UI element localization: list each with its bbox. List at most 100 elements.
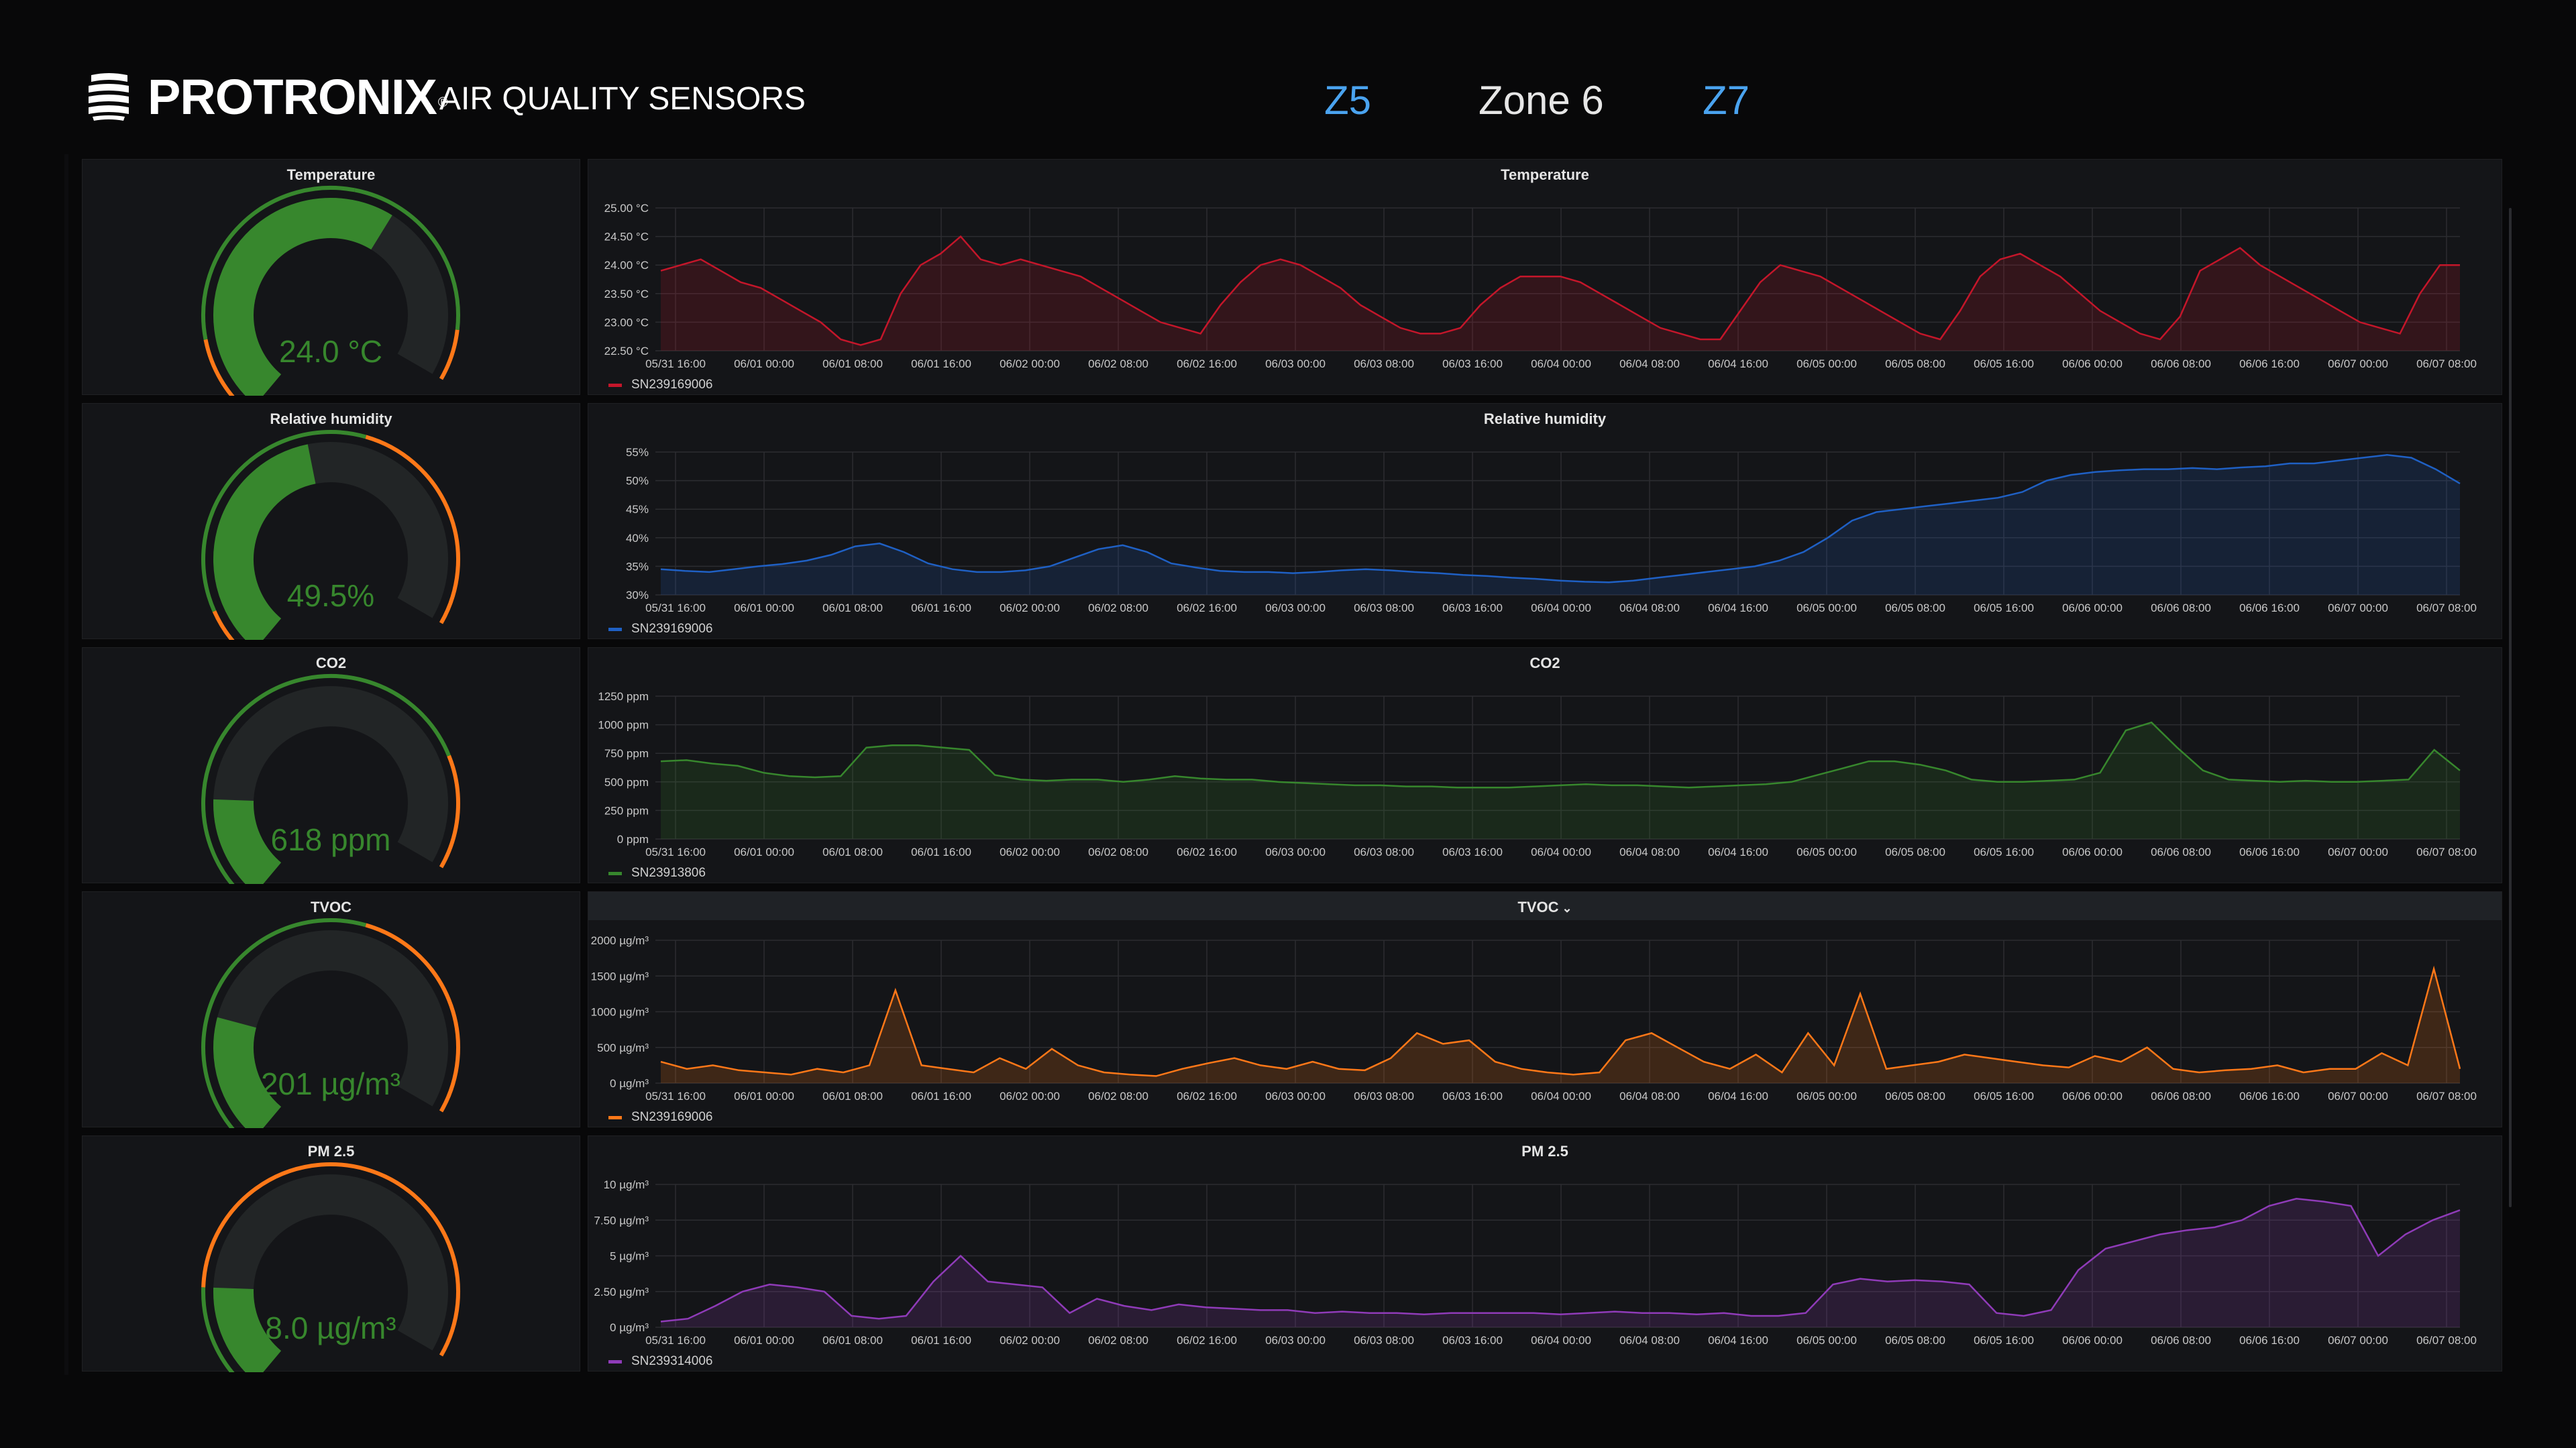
gauge-pm25: 8.0 µg/m³ [201, 1162, 460, 1372]
x-tick-label: 06/06 16:00 [2239, 1334, 2300, 1347]
x-tick-label: 06/06 16:00 [2239, 846, 2300, 858]
x-tick-label: 06/02 16:00 [1177, 846, 1237, 858]
x-tick-label: 06/06 00:00 [2062, 602, 2123, 614]
x-tick-label: 06/03 00:00 [1265, 1334, 1326, 1347]
x-tick-label: 06/05 08:00 [1885, 846, 1945, 858]
x-tick-label: 06/03 00:00 [1265, 1090, 1326, 1103]
zone-link-z7[interactable]: Z7 [1703, 78, 1750, 123]
chart-co2: 0 ppm 250 ppm 500 ppm 750 ppm 1000 ppm 1250 p… [598, 690, 2477, 858]
series-line [660, 965, 2461, 1077]
y-tick-label: 7.50 µg/m³ [594, 1214, 649, 1227]
y-tick-label: 50% [626, 475, 649, 488]
x-tick-label: 06/04 08:00 [1619, 357, 1680, 370]
vertical-scrollbar[interactable] [2509, 208, 2512, 1207]
y-tick-label: 250 ppm [604, 804, 649, 817]
x-tick-label: 06/07 00:00 [2328, 1090, 2388, 1103]
chart-legend[interactable]: SN239314006 [608, 1354, 713, 1369]
x-tick-label: 06/05 00:00 [1796, 357, 1857, 370]
y-tick-label: 24.50 °C [604, 231, 649, 243]
y-tick-label: 30% [626, 589, 649, 602]
x-tick-label: 06/07 00:00 [2328, 846, 2388, 858]
chart-temperature: 22.50 °C 23.00 °C 23.50 °C 24.00 °C 24.50 °C… [604, 202, 2477, 370]
gauge-threshold-high [439, 755, 460, 869]
x-tick-label: 05/31 16:00 [645, 1334, 706, 1347]
legend-swatch [608, 871, 622, 875]
chart-legend[interactable]: SN23913806 [608, 866, 706, 881]
x-tick-label: 06/01 16:00 [911, 1334, 971, 1347]
x-tick-label: 06/02 08:00 [1088, 357, 1148, 370]
gauge-title: TVOC [310, 899, 352, 915]
x-tick-label: 06/01 00:00 [734, 602, 794, 614]
gauge-panel-tvoc: TVOC 201 µg/m³ [82, 891, 580, 1128]
y-tick-label: 1500 µg/m³ [591, 970, 649, 983]
chart-panel-temperature: Temperature 22.50 °C 23.00 °C 23.50 °C 24.00… [588, 159, 2502, 395]
chart-legend[interactable]: SN239169006 [608, 378, 713, 392]
chart-title[interactable]: TVOC ⌄ [1517, 899, 1572, 915]
gauge-title: Relative humidity [270, 410, 392, 427]
x-tick-label: 06/07 08:00 [2416, 846, 2477, 858]
x-tick-label: 06/03 08:00 [1354, 1334, 1414, 1347]
chart-title: Relative humidity [1483, 410, 1607, 427]
x-tick-label: 06/06 16:00 [2239, 602, 2300, 614]
x-tick-label: 06/05 16:00 [1974, 357, 2034, 370]
gauge-title: Temperature [286, 166, 376, 183]
x-tick-label: 06/06 08:00 [2151, 1090, 2211, 1103]
zone-link-z5[interactable]: Z5 [1324, 78, 1372, 123]
y-tick-label: 500 ppm [604, 776, 649, 789]
gauge-threshold-ok [201, 674, 451, 884]
gauge-value-arc [213, 444, 317, 640]
x-tick-label: 06/01 08:00 [822, 1090, 883, 1103]
gauge-title: CO2 [315, 655, 347, 671]
gauge-temperature: 24.0 °C [201, 186, 460, 396]
x-tick-label: 06/04 00:00 [1531, 602, 1591, 614]
chevron-down-icon[interactable]: ⌄ [1558, 901, 1572, 915]
gauge-value-text: 8.0 µg/m³ [265, 1311, 396, 1345]
chart-legend[interactable]: SN239169006 [608, 1110, 713, 1125]
x-tick-label: 06/05 16:00 [1974, 602, 2034, 614]
chart-panel-pm25: PM 2.5 0 µg/m³ 2.50 µg/m³ 5 µg/m³ 7.50 µg/m³… [588, 1135, 2502, 1372]
x-tick-label: 06/01 00:00 [734, 846, 794, 858]
y-tick-label: 55% [626, 446, 649, 459]
y-tick-label: 35% [626, 560, 649, 573]
chart-legend[interactable]: SN239169006 [608, 622, 713, 636]
x-tick-label: 06/03 16:00 [1442, 1090, 1503, 1103]
x-tick-label: 06/05 16:00 [1974, 1090, 2034, 1103]
gauge-value-arc [213, 1017, 282, 1128]
panel-title-bar-hover [588, 892, 2502, 920]
x-tick-label: 05/31 16:00 [645, 357, 706, 370]
x-tick-label: 06/05 00:00 [1796, 1090, 1857, 1103]
x-tick-label: 06/03 16:00 [1442, 602, 1503, 614]
y-tick-label: 22.50 °C [604, 345, 649, 357]
gauge-tvoc: 201 µg/m³ [201, 918, 460, 1128]
gauge-panel-co2: CO2 618 ppm [82, 647, 580, 884]
series-area-fill [661, 455, 2460, 595]
x-tick-label: 06/07 00:00 [2328, 357, 2388, 370]
gauge-threshold-high [201, 1162, 460, 1357]
x-tick-label: 06/02 16:00 [1177, 602, 1237, 614]
x-tick-label: 06/06 00:00 [2062, 846, 2123, 858]
gauge-value-text: 201 µg/m³ [261, 1066, 400, 1101]
chart-title: CO2 [1529, 655, 1560, 671]
chart-tvoc: 0 µg/m³ 500 µg/m³ 1000 µg/m³ 1500 µg/m³ 2000… [591, 934, 2477, 1103]
legend-series-name: SN239169006 [631, 378, 713, 392]
x-tick-label: 06/03 08:00 [1354, 357, 1414, 370]
x-tick-label: 06/06 00:00 [2062, 1090, 2123, 1103]
x-tick-label: 06/02 16:00 [1177, 1334, 1237, 1347]
x-tick-label: 06/02 08:00 [1088, 846, 1148, 858]
x-tick-label: 06/04 16:00 [1708, 846, 1768, 858]
x-tick-label: 06/01 08:00 [822, 357, 883, 370]
y-tick-label: 0 µg/m³ [610, 1321, 649, 1334]
legend-series-name: SN239169006 [631, 1110, 713, 1124]
gauge-threshold-low [203, 339, 235, 396]
gauge-threshold-high [439, 329, 460, 380]
x-tick-label: 06/03 08:00 [1354, 846, 1414, 858]
x-tick-label: 06/07 00:00 [2328, 602, 2388, 614]
x-tick-label: 06/03 00:00 [1265, 357, 1326, 370]
x-tick-label: 06/05 16:00 [1974, 846, 2034, 858]
x-tick-label: 06/02 16:00 [1177, 357, 1237, 370]
gauge-threshold-ok [201, 430, 367, 612]
x-tick-label: 06/04 16:00 [1708, 1090, 1768, 1103]
left-edge-strip [64, 154, 68, 1375]
series-line [660, 721, 2461, 789]
x-tick-label: 06/01 08:00 [822, 1334, 883, 1347]
